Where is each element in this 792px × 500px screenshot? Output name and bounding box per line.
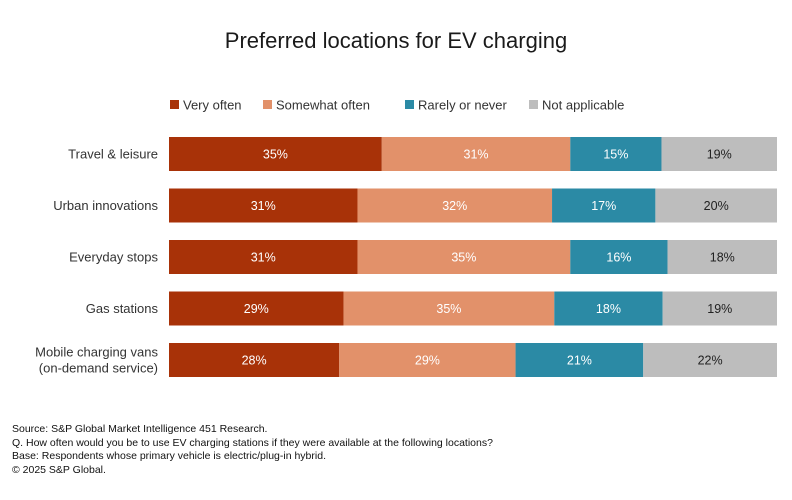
data-label-not-applicable: 22% bbox=[698, 354, 723, 368]
data-label-somewhat-often: 35% bbox=[436, 302, 461, 316]
legend-label-very-often: Very often bbox=[183, 98, 242, 113]
base-note: Base: Respondents whose primary vehicle … bbox=[12, 450, 326, 462]
legend-swatch-somewhat-often bbox=[263, 100, 272, 109]
chart-footer: Source: S&P Global Market Intelligence 4… bbox=[12, 423, 493, 477]
question-note: Q. How often would you be to use EV char… bbox=[12, 436, 493, 449]
bar-segment-rarely-or-never bbox=[554, 291, 663, 326]
legend-swatch-not-applicable bbox=[529, 100, 538, 109]
data-label-not-applicable: 19% bbox=[707, 302, 732, 316]
copyright-note: © 2025 S&P Global. bbox=[12, 463, 106, 476]
bar-segment-very-often bbox=[169, 291, 344, 326]
bar-segment-somewhat-often bbox=[339, 343, 516, 377]
bar-segment-not-applicable bbox=[655, 188, 777, 223]
category-label-line: Gas stations bbox=[86, 301, 159, 316]
bar-segment-rarely-or-never bbox=[570, 137, 662, 171]
data-label-very-often: 31% bbox=[251, 199, 276, 213]
data-label-rarely-or-never: 18% bbox=[596, 302, 621, 316]
data-label-somewhat-often: 35% bbox=[451, 251, 476, 265]
data-label-very-often: 29% bbox=[244, 302, 269, 316]
legend-label-somewhat-often: Somewhat often bbox=[276, 98, 370, 113]
bar-segment-very-often bbox=[169, 137, 382, 171]
bar-segment-rarely-or-never bbox=[552, 188, 656, 223]
category-label: Gas stations bbox=[86, 301, 159, 316]
bar-segment-rarely-or-never bbox=[515, 343, 644, 377]
data-label-rarely-or-never: 21% bbox=[567, 354, 592, 368]
category-label-line: Travel & leisure bbox=[68, 147, 158, 162]
category-label-line: (on-demand service) bbox=[39, 361, 158, 376]
category-label-line: Mobile charging vans bbox=[35, 345, 158, 360]
category-label: Travel & leisure bbox=[68, 147, 158, 162]
bar-segment-somewhat-often bbox=[357, 188, 553, 223]
category-label: Mobile charging vans (on-demand service) bbox=[35, 345, 158, 376]
data-label-very-often: 28% bbox=[242, 354, 267, 368]
bar-segment-very-often bbox=[169, 188, 358, 223]
bar-segment-very-often bbox=[169, 240, 358, 274]
data-label-somewhat-often: 31% bbox=[464, 148, 489, 162]
data-label-not-applicable: 19% bbox=[707, 148, 732, 162]
bar-segment-somewhat-often bbox=[357, 240, 571, 274]
data-label-rarely-or-never: 17% bbox=[591, 199, 616, 213]
bar-segment-very-often bbox=[169, 343, 340, 377]
data-label-not-applicable: 18% bbox=[710, 251, 735, 265]
category-label-line: Urban innovations bbox=[53, 198, 158, 213]
bar-segment-rarely-or-never bbox=[570, 240, 668, 274]
source-note: Source: S&P Global Market Intelligence 4… bbox=[12, 423, 268, 435]
data-label-not-applicable: 20% bbox=[704, 199, 729, 213]
legend-swatch-very-often bbox=[170, 100, 179, 109]
data-label-somewhat-often: 29% bbox=[415, 354, 440, 368]
legend-label-not-applicable: Not applicable bbox=[542, 98, 624, 113]
data-label-rarely-or-never: 16% bbox=[606, 251, 631, 265]
legend-swatch-rarely-or-never bbox=[405, 100, 414, 109]
data-label-somewhat-often: 32% bbox=[442, 199, 467, 213]
data-label-very-often: 35% bbox=[263, 148, 288, 162]
category-label: Everyday stops bbox=[69, 250, 158, 265]
data-label-rarely-or-never: 15% bbox=[603, 148, 628, 162]
bar-segment-somewhat-often bbox=[381, 137, 571, 171]
legend-label-rarely-or-never: Rarely or never bbox=[418, 98, 508, 113]
bar-segment-not-applicable bbox=[661, 137, 777, 171]
bar-segment-not-applicable bbox=[662, 291, 777, 326]
category-label-line: Everyday stops bbox=[69, 250, 158, 265]
bar-segment-somewhat-often bbox=[343, 291, 555, 326]
data-label-very-often: 31% bbox=[251, 251, 276, 265]
bar-segment-not-applicable bbox=[667, 240, 777, 274]
category-label: Urban innovations bbox=[53, 198, 158, 213]
bar-segment-not-applicable bbox=[643, 343, 777, 377]
chart-title: Preferred locations for EV charging bbox=[224, 28, 568, 53]
